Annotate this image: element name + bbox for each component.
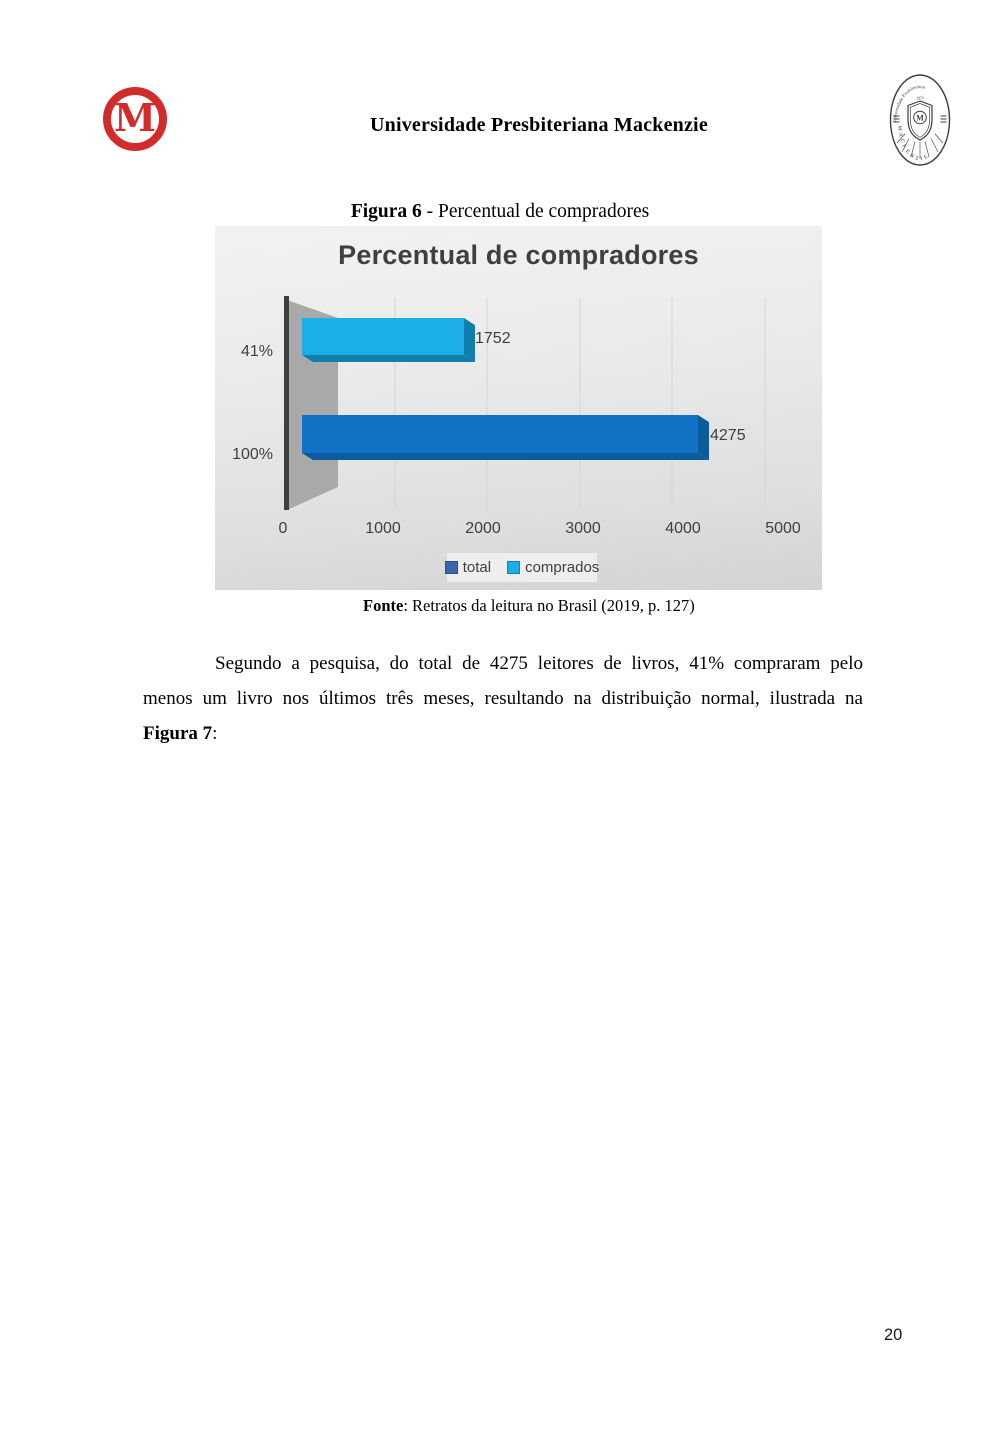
- paragraph-line-3: Figura 7:: [143, 723, 218, 744]
- paragraph-line-1: Segundo a pesquisa, do total de 4275 lei…: [215, 653, 863, 674]
- category-axis-line: [284, 296, 289, 510]
- gridlines: [394, 298, 766, 509]
- page-number: 20: [884, 1326, 903, 1344]
- x-tick-4000: 4000: [665, 520, 701, 537]
- chart-title: Percentual de compradores: [338, 240, 699, 270]
- university-seal-icon: Universidade Presbiteriana MACKENZIE 187…: [889, 74, 951, 166]
- legend-label-total: total: [462, 559, 492, 576]
- category-label-41: 41%: [240, 343, 273, 360]
- seal-center-letter: M: [916, 114, 924, 123]
- x-tick-0: 0: [278, 520, 288, 537]
- seal-sunburst: [896, 133, 944, 159]
- bar-chart: Percentual de compradores 41% 100%: [215, 226, 822, 590]
- mackenzie-m-logo: M: [103, 87, 167, 151]
- x-tick-1000: 1000: [365, 520, 401, 537]
- chart-legend: total comprados: [444, 553, 599, 582]
- body-paragraph: Segundo a pesquisa, do total de 4275 lei…: [143, 646, 863, 751]
- legend-item-comprados: comprados: [507, 559, 599, 576]
- seal-year: 1870: [916, 97, 923, 101]
- x-tick-2000: 2000: [465, 520, 501, 537]
- bar-total: [302, 415, 709, 461]
- category-label-100: 100%: [232, 446, 273, 463]
- figure-source-text: : Retratos da leitura no Brasil (2019, p…: [403, 596, 695, 615]
- legend-label-comprados: comprados: [525, 559, 600, 576]
- figure-caption-text: - Percentual de compradores: [421, 201, 650, 222]
- bar-comprados: [302, 318, 475, 363]
- figure-source-label: Fonte: [363, 596, 404, 615]
- figure7-reference: Figura 7: [143, 723, 213, 744]
- seal-shield-icon: [907, 100, 933, 141]
- legend-swatch-total: [444, 561, 458, 574]
- x-tick-3000: 3000: [565, 520, 601, 537]
- figure-caption-label: Figura 6: [350, 201, 422, 222]
- legend-swatch-comprados: [507, 561, 521, 574]
- data-label-total: 4275: [710, 427, 746, 444]
- university-header-title: Universidade Presbiteriana Mackenzie: [370, 114, 708, 136]
- chart-axes: [284, 296, 766, 510]
- logo-letter: M: [113, 94, 157, 140]
- figure-caption: Figura 6 - Percentual de compradores: [0, 201, 1000, 223]
- figure-source: Fonte: Retratos da leitura no Brasil (20…: [363, 596, 695, 616]
- data-label-comprados: 1752: [475, 330, 511, 347]
- x-tick-5000: 5000: [765, 520, 801, 537]
- paragraph-line-2: menos um livro nos últimos três meses, r…: [143, 688, 863, 709]
- legend-item-total: total: [444, 559, 492, 576]
